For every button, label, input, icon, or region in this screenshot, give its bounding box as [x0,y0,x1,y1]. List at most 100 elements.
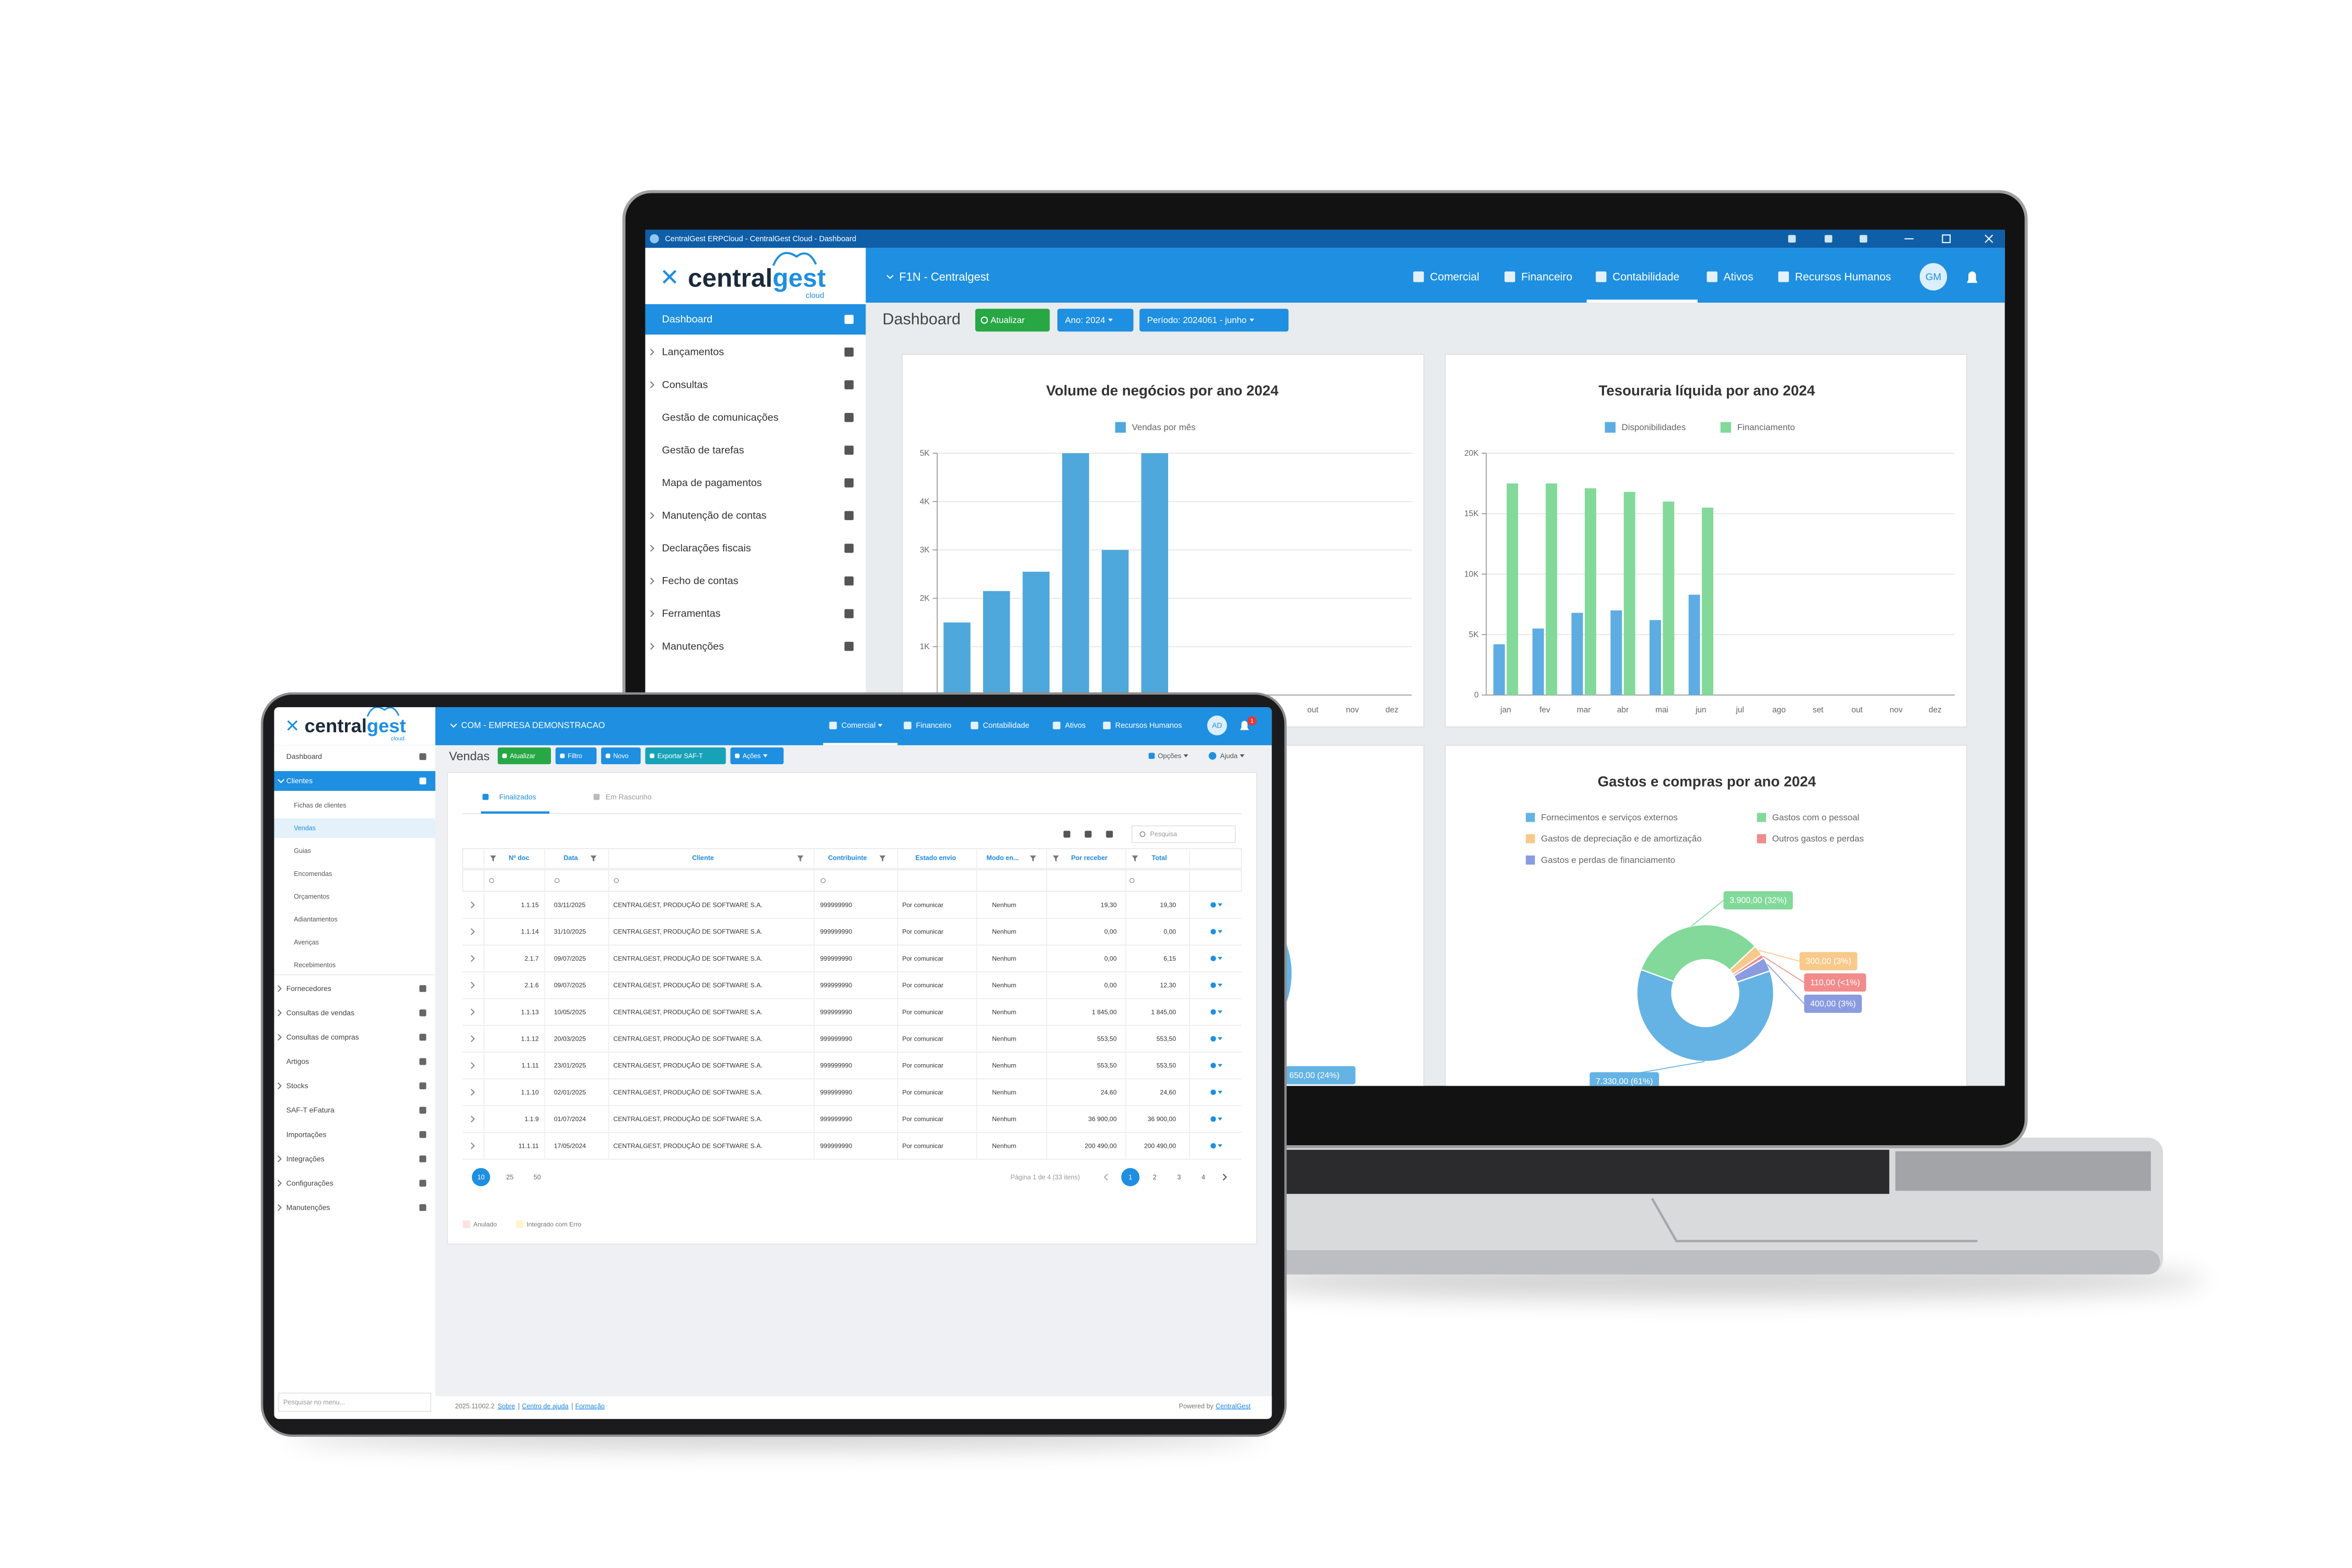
menu-item[interactable]: Mapa de pagamentos [662,477,762,489]
row-actions[interactable] [1210,1116,1216,1122]
column-header[interactable]: Nº doc [509,854,529,861]
toolbar-button[interactable] [498,747,551,765]
submenu-item[interactable]: Fichas de clientes [294,802,346,809]
menu-item[interactable]: Consultas [662,379,708,390]
column-header[interactable]: Por receber [1071,854,1108,861]
nav-item[interactable]: Financeiro [916,722,951,730]
options-menu[interactable]: Opções [1158,752,1182,759]
menu-item[interactable]: Stocks [286,1081,308,1090]
footer-link[interactable]: CentralGest [1216,1402,1251,1410]
nav-item[interactable]: Recursos Humanos [1115,722,1182,730]
toolbar-button[interactable] [645,747,726,765]
column-header[interactable]: Estado envio [915,854,956,861]
menu-item[interactable]: Manutenção de contas [662,510,766,522]
menu-item[interactable]: Ferramentas [662,608,720,619]
menu-item[interactable]: Manutenções [662,641,724,652]
company-selector[interactable]: COM - EMPRESA DEMONSTRACAO [461,721,605,730]
nav-item[interactable]: Contabilidade [983,722,1029,730]
page-size-option[interactable]: 10 [477,1173,485,1181]
menu-item[interactable]: Fecho de contas [662,575,738,587]
notification-bell[interactable] [1240,721,1249,730]
column-header[interactable]: Total [1152,854,1167,861]
page-number[interactable]: 4 [1202,1173,1205,1181]
row-actions[interactable] [1210,1009,1216,1015]
search-input[interactable] [1131,825,1236,843]
submenu-item[interactable]: Adiantamentos [294,916,337,923]
help-menu[interactable]: Ajuda [1220,752,1238,759]
toolbar-button[interactable] [730,747,784,765]
menu-item[interactable]: Consultas de vendas [286,1008,354,1017]
toolbar-button[interactable] [975,308,1050,332]
toolbar-button[interactable] [1139,308,1289,332]
submenu-item[interactable]: Encomendas [294,870,332,878]
company-selector[interactable]: F1N - Centralgest [899,270,989,283]
menu-item[interactable]: Manutenções [286,1203,330,1212]
nav-item[interactable]: Comercial [841,722,875,730]
toolbar-button[interactable] [601,747,641,765]
toolbar-button[interactable] [1057,308,1134,332]
page-number[interactable]: 1 [1128,1173,1132,1181]
submenu-item[interactable]: Guias [294,847,311,855]
menu-item[interactable]: Gestão de tarefas [662,444,744,456]
tab[interactable]: Em Rascunho [606,792,652,801]
menu-item[interactable]: Consultas de compras [286,1033,359,1041]
row-actions[interactable] [1210,929,1216,935]
nav-item[interactable]: Comercial [1430,271,1479,283]
tab[interactable]: Finalizados [499,792,536,801]
row-actions[interactable] [1210,1063,1216,1068]
submenu-item[interactable]: Avenças [294,939,319,946]
prev-page[interactable] [1103,1173,1108,1181]
footer-link[interactable]: Sobre [498,1402,515,1410]
user-avatar[interactable] [1207,716,1227,735]
menu-item[interactable]: SAF-T eFatura [286,1106,335,1114]
menu-item[interactable]: Importações [286,1130,327,1138]
menu-item[interactable]: Fornecedores [286,984,331,993]
close-window-button[interactable] [1985,234,1993,243]
close-menu-icon[interactable] [287,720,298,731]
row-actions[interactable] [1210,902,1216,908]
toolbar-button[interactable] [555,747,597,765]
menu-item[interactable]: Integrações [286,1155,325,1163]
nav-item[interactable]: Financeiro [1521,271,1573,283]
column-header[interactable]: Modo en... [986,854,1019,861]
chevron-icon [450,723,457,728]
row-actions[interactable] [1210,955,1216,961]
table-cell: Por comunicar [902,955,943,962]
logo-sub: cloud [805,292,824,300]
row-actions[interactable] [1210,1143,1216,1149]
chevron-icon [650,512,654,519]
user-avatar[interactable] [1919,263,1947,291]
nav-item[interactable]: Ativos [1724,271,1754,283]
row-actions[interactable] [1210,1089,1216,1096]
row-actions[interactable] [1210,1036,1216,1042]
close-menu-icon[interactable] [662,270,677,284]
menu-item[interactable]: Lançamentos [662,347,724,358]
submenu-item[interactable]: Vendas [294,825,316,832]
row-actions[interactable] [1210,982,1216,988]
menu-item[interactable]: Dashboard [286,752,322,760]
page-size-option[interactable]: 50 [534,1173,541,1181]
column-header[interactable]: Contribuinte [828,854,867,861]
menu-item[interactable]: Clientes [286,777,313,785]
menu-item[interactable]: Declarações fiscais [662,543,751,554]
submenu-item[interactable]: Orçamentos [294,893,329,900]
nav-item[interactable]: Ativos [1065,722,1086,730]
column-header[interactable]: Cliente [692,854,714,861]
page-size-option[interactable]: 25 [506,1173,514,1181]
menu-item[interactable]: Gestão de comunicações [662,412,778,423]
notification-bell[interactable] [1967,271,1978,283]
menu-item[interactable]: Configurações [286,1179,333,1187]
page-number[interactable]: 2 [1153,1173,1157,1181]
footer-link[interactable]: Formação [575,1402,605,1410]
page-number[interactable]: 3 [1177,1173,1181,1181]
column-header[interactable]: Data [563,854,578,861]
next-page[interactable] [1223,1173,1227,1181]
menu-search-box[interactable] [278,1392,431,1412]
submenu-item[interactable]: Recebimentos [294,961,336,969]
menu-item[interactable]: Dashboard [662,314,712,325]
nav-item[interactable]: Recursos Humanos [1795,271,1891,283]
nav-item[interactable]: Contabilidade [1612,271,1679,283]
maximize-button[interactable] [1942,234,1951,244]
footer-link[interactable]: Centro de ajuda [522,1402,569,1410]
menu-item[interactable]: Artigos [286,1057,309,1066]
